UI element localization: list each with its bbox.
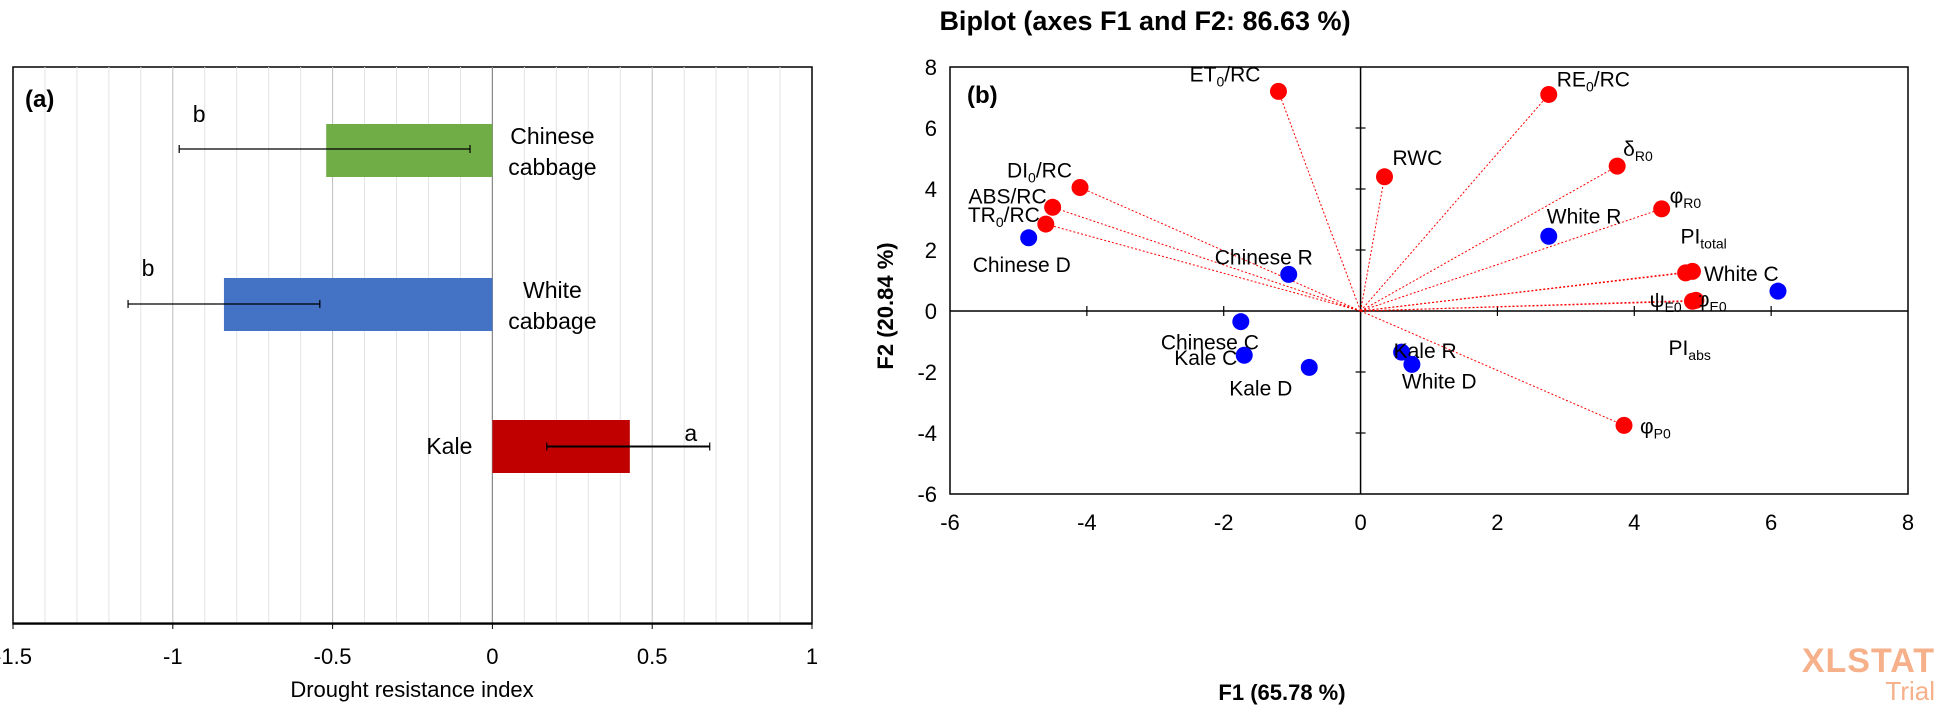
watermark-xlstat: XLSTAT bbox=[1802, 642, 1935, 680]
tick-label: -0.5 bbox=[314, 644, 352, 669]
tick-label: -1 bbox=[163, 644, 183, 669]
plot-area-b bbox=[949, 66, 1909, 495]
observation-point bbox=[1403, 355, 1421, 373]
variable-point bbox=[1376, 168, 1394, 186]
x-axis-title-b: F1 (65.78 %) bbox=[1218, 680, 1345, 705]
y-axis-title-b: F2 (20.84 %) bbox=[873, 242, 898, 369]
observation-point bbox=[1540, 227, 1558, 245]
observation-point bbox=[1300, 358, 1318, 376]
category-label: Chinese cabbage bbox=[508, 123, 596, 180]
tick-label: 0.5 bbox=[637, 644, 668, 669]
observation-label: Chinese D bbox=[973, 254, 1071, 277]
variable-point bbox=[1653, 200, 1671, 218]
tick-label: 0 bbox=[486, 644, 498, 669]
observation-label: Kale C bbox=[1174, 347, 1237, 370]
observation-label: White D bbox=[1402, 370, 1477, 393]
y-tick-label: -4 bbox=[917, 421, 937, 446]
x-tick-label: -2 bbox=[1214, 510, 1234, 535]
panel-label-a: (a) bbox=[25, 86, 54, 113]
variable-label: RE0/RC bbox=[1557, 68, 1630, 94]
significance-letter: a bbox=[684, 420, 697, 446]
category-labels: Chinese cabbage White cabbage Kale bbox=[426, 123, 596, 459]
category-label: White cabbage bbox=[508, 277, 596, 334]
observation-label: Kale R bbox=[1394, 340, 1457, 363]
x-tick-label: 8 bbox=[1902, 510, 1914, 535]
variable-label: PIabs bbox=[1668, 337, 1710, 363]
variable-label: δR0 bbox=[1623, 138, 1653, 164]
variable-vector bbox=[1079, 187, 1361, 312]
x-axis-title-a: Drought resistance index bbox=[290, 677, 533, 702]
observation-point bbox=[1769, 282, 1787, 300]
x-tick-label: -4 bbox=[1077, 510, 1097, 535]
significance-letter: b bbox=[142, 255, 155, 281]
category-label: Kale bbox=[426, 433, 472, 459]
variable-point bbox=[1044, 198, 1062, 216]
watermark-trial: Trial bbox=[1885, 676, 1935, 706]
variable-label: φP0 bbox=[1640, 415, 1671, 441]
axis-ticks: -6 -4 -2 0 2 4 6 8 -6 -4 -2 0 2 4 6 8 bbox=[917, 55, 1914, 535]
variable-point bbox=[1037, 215, 1055, 233]
y-tick-label: 2 bbox=[925, 238, 937, 263]
x-tick-label: 0 bbox=[1354, 510, 1366, 535]
observation-point bbox=[1232, 313, 1250, 331]
observation-point bbox=[1020, 229, 1038, 247]
variable-point bbox=[1608, 157, 1626, 175]
y-tick-label: 8 bbox=[925, 55, 937, 80]
variable-label: DI0/RC bbox=[1007, 159, 1072, 185]
x-tick-label: 2 bbox=[1491, 510, 1503, 535]
y-tick-label: -2 bbox=[917, 360, 937, 385]
x-tick-label: 6 bbox=[1765, 510, 1777, 535]
y-tick-label: 6 bbox=[925, 116, 937, 141]
x-tick-label: 4 bbox=[1628, 510, 1640, 535]
significance-letter: b bbox=[193, 101, 206, 127]
variable-vector bbox=[1277, 91, 1362, 312]
variable-vector bbox=[1360, 165, 1618, 312]
variable-point bbox=[1269, 82, 1287, 100]
variable-vector bbox=[1360, 208, 1662, 312]
observation-point bbox=[1235, 346, 1253, 364]
tick-label: 1 bbox=[806, 644, 818, 669]
panel-label-b: (b) bbox=[967, 82, 998, 109]
variable-label: RWC bbox=[1393, 147, 1443, 170]
variable-point bbox=[1615, 416, 1633, 434]
observation-label: Chinese C bbox=[1161, 332, 1259, 355]
y-tick-label: -6 bbox=[917, 482, 937, 507]
observation-point bbox=[1393, 343, 1411, 361]
observation-label: White C bbox=[1704, 263, 1779, 286]
variable-label: PItotal bbox=[1680, 225, 1726, 251]
variable-point bbox=[1683, 292, 1701, 310]
x-tick-label: -6 bbox=[940, 510, 960, 535]
observation-label: Kale D bbox=[1229, 377, 1292, 400]
y-tick-label: 4 bbox=[925, 177, 937, 202]
variable-vector bbox=[1360, 300, 1693, 312]
variable-label: TR0/RC bbox=[968, 204, 1040, 230]
variable-vector bbox=[1360, 272, 1686, 312]
x-axis-ticks: -1.5 -1 -0.5 0 0.5 1 bbox=[0, 623, 818, 669]
variable-label: φR0 bbox=[1670, 185, 1702, 211]
variable-label: ET0/RC bbox=[1190, 63, 1261, 89]
variable-vector bbox=[1360, 176, 1386, 312]
variable-vector bbox=[1045, 223, 1361, 312]
observation-label: White R bbox=[1547, 205, 1622, 228]
zero-axes bbox=[950, 67, 1908, 494]
y-tick-label: 0 bbox=[925, 299, 937, 324]
observation-points: Chinese D Chinese R White R White C Chinese … bbox=[973, 205, 1787, 400]
bar bbox=[326, 124, 493, 177]
variable-point bbox=[1677, 264, 1695, 282]
variable-label: ψE0 bbox=[1650, 289, 1682, 315]
significance-letters: b b a bbox=[142, 101, 698, 446]
variable-vectors bbox=[1045, 91, 1696, 426]
observation-label: Chinese R bbox=[1215, 246, 1313, 269]
variable-point bbox=[1071, 178, 1089, 196]
biplot-panel: Biplot (axes F1 and F2: 86.63 %) -6 -4 -2 0… bbox=[873, 6, 1935, 706]
tick-label: -1.5 bbox=[0, 644, 32, 669]
variable-point bbox=[1540, 85, 1558, 103]
variable-label: ABS/RC bbox=[968, 185, 1046, 208]
observation-point bbox=[1280, 265, 1298, 283]
error-bars bbox=[127, 145, 711, 451]
chart-title: Biplot (axes F1 and F2: 86.63 %) bbox=[939, 6, 1350, 36]
